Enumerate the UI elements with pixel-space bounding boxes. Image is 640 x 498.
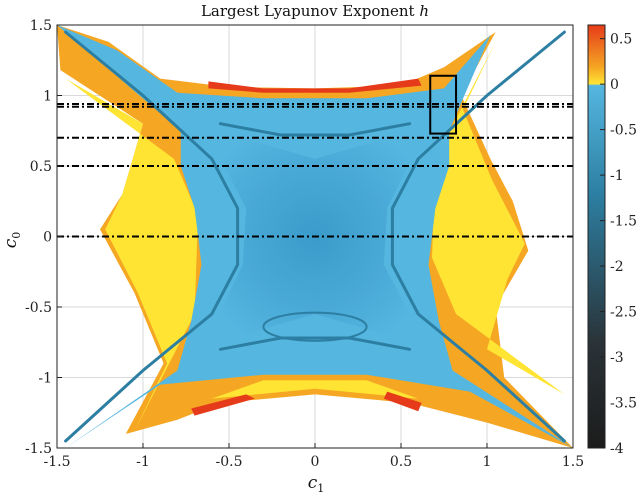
colorbar-tick-label: -1 — [610, 168, 624, 184]
y-axis-label: c0 — [1, 232, 23, 249]
y-tick-label: 1.5 — [30, 18, 52, 34]
colorbar-strip — [587, 24, 606, 449]
x-tick-label: -1 — [136, 454, 150, 470]
x-tick-label: 1 — [483, 454, 492, 470]
y-ticks: -1.5 -1 -0.5 0 0.5 1 1.5 — [25, 18, 62, 457]
x-ticks: -1.5 -1 -0.5 0 0.5 1 1.5 — [44, 443, 584, 470]
y-tick-label: 0 — [43, 230, 52, 246]
x-axis-label: c1 — [308, 473, 325, 495]
chart-title: Largest Lyapunov Exponent h — [201, 2, 429, 20]
x-tick-label: 1.5 — [562, 454, 584, 470]
y-tick-label: -1 — [38, 371, 52, 387]
ridge-bottom — [218, 336, 412, 351]
colorbar-tick-label: 0.5 — [610, 32, 632, 48]
y-tick-label: 0.5 — [30, 159, 52, 175]
x-tick-label: 0 — [311, 454, 320, 470]
highlight-box — [429, 74, 458, 135]
plot-area: -1.5 -1 -0.5 0 0.5 1 1.5 -1.5 -1 -0.5 0 0.5 1 1.5 — [25, 18, 584, 470]
edge-band-right — [432, 41, 565, 395]
colorbar-ticks: 0.5 0 -0.5 -1 -1.5 -2 -2.5 -3 -3.5 -4 — [600, 32, 637, 457]
y-tick-label: -1.5 — [25, 441, 52, 457]
colorbar-tick-label: -4 — [610, 441, 624, 457]
x-tick-label: -0.5 — [216, 454, 243, 470]
colorbar-tick-label: -3.5 — [610, 396, 637, 412]
colorbar-tick-label: -0.5 — [610, 123, 637, 139]
y-tick-label: 1 — [43, 89, 52, 105]
dashdot-lines — [57, 102, 573, 238]
colorbar-tick-label: -2 — [610, 259, 624, 275]
x-tick-label: 0.5 — [390, 454, 412, 470]
colorbar-tick-label: 0 — [610, 77, 619, 93]
x-tick-label: -1.5 — [44, 454, 71, 470]
colorbar: 0.5 0 -0.5 -1 -1.5 -2 -2.5 -3 -3.5 -4 — [587, 24, 637, 457]
colorbar-tick-label: -1.5 — [610, 214, 637, 230]
red-patch-bottom-right — [383, 391, 422, 412]
ridge-top — [218, 122, 412, 137]
inner-orbit — [262, 311, 368, 342]
edge-band-bottom — [211, 380, 419, 399]
colorbar-tick-label: -3 — [610, 350, 624, 366]
red-patch-bottom-left — [191, 394, 255, 416]
colorbar-tick-label: -2.5 — [610, 305, 637, 321]
y-tick-label: -0.5 — [25, 300, 52, 316]
red-patch-top — [208, 78, 422, 93]
